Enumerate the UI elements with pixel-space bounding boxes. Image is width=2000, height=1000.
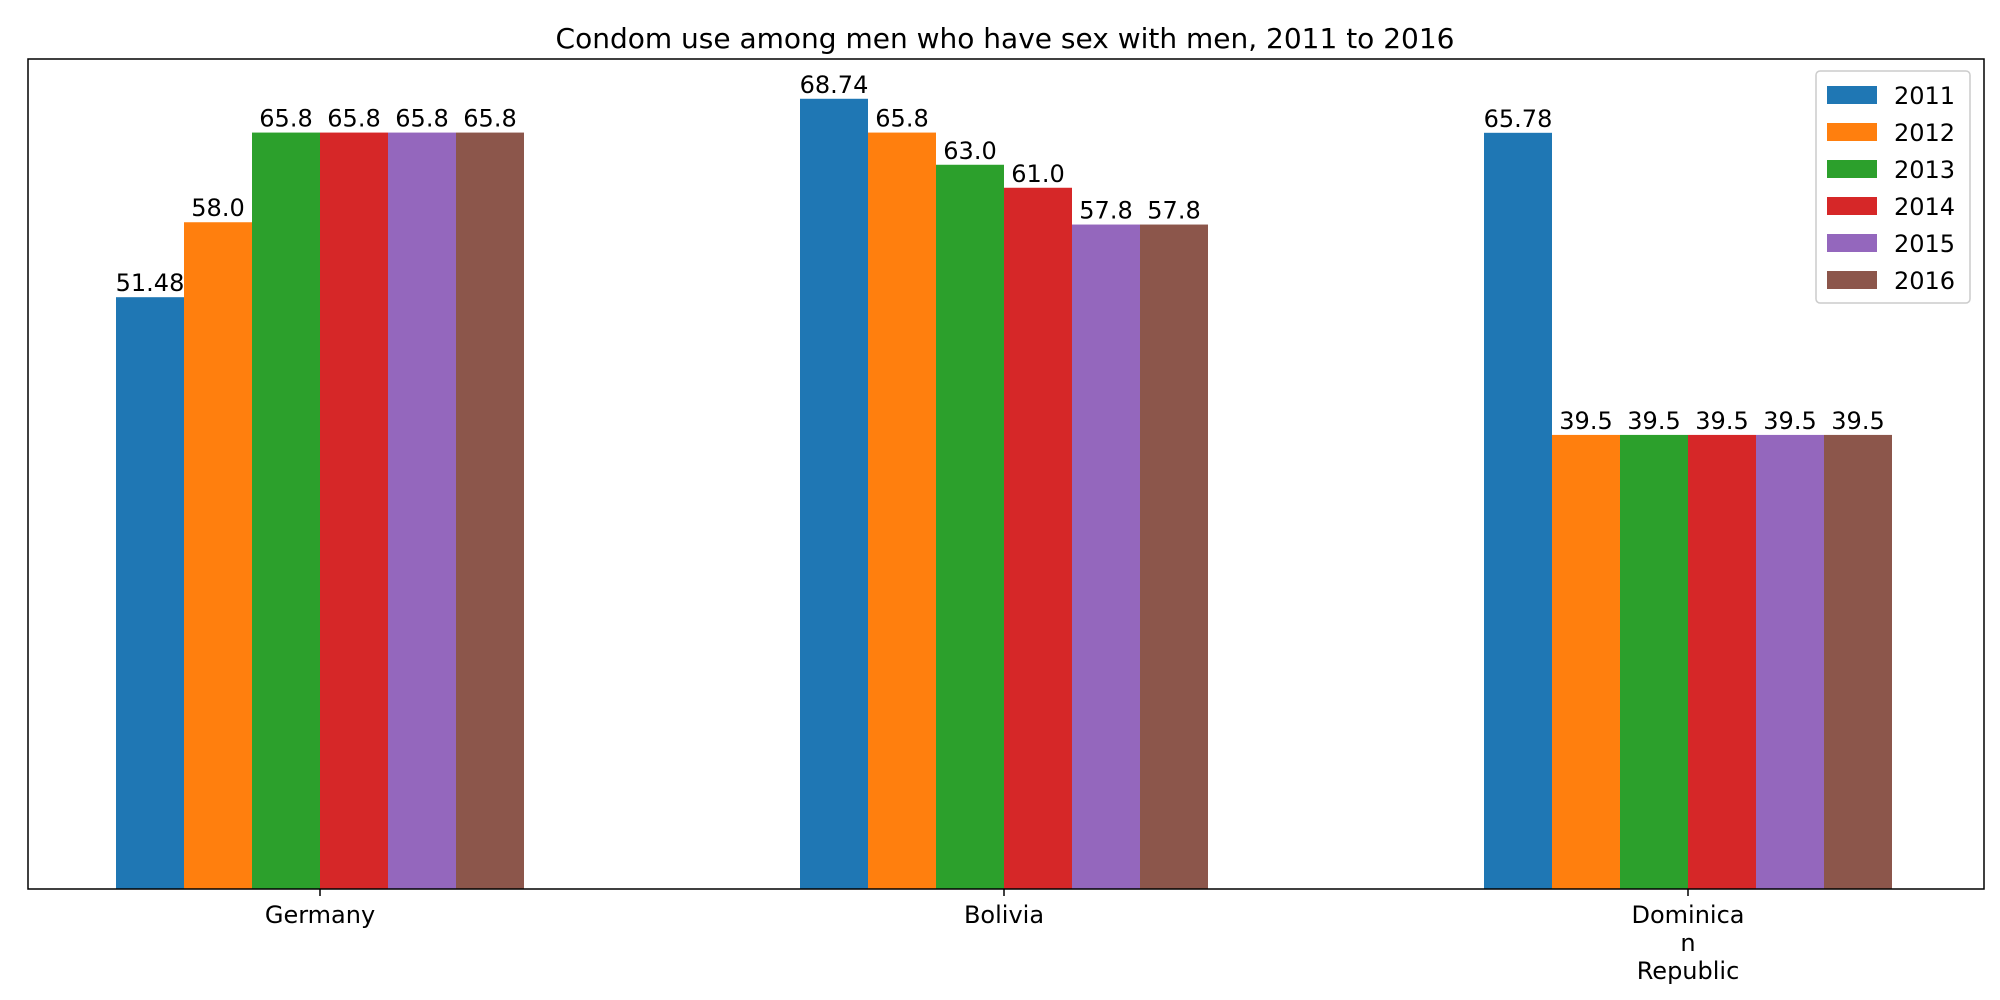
legend-label-2016: 2016 (1894, 267, 1955, 295)
bar-2013-0 (252, 132, 320, 889)
bar-2014-2 (1688, 434, 1756, 889)
x-tick-label-2: Dominica n Republic (1632, 901, 1745, 985)
plot-frame (27, 58, 1985, 890)
bar-2013-1 (936, 164, 1004, 889)
bar-label-2014-2: 39.5 (1695, 407, 1748, 435)
bar-label-2012-2: 39.5 (1559, 407, 1612, 435)
legend-swatch-2013 (1827, 160, 1877, 178)
legend-swatch-2016 (1827, 271, 1877, 289)
legend-label-2014: 2014 (1894, 193, 1955, 221)
legend-swatch-2015 (1827, 234, 1877, 252)
bar-2011-1 (800, 98, 868, 889)
bar-2016-0 (456, 132, 524, 889)
bar-label-2016-0: 65.8 (463, 105, 516, 133)
bar-2012-0 (184, 222, 252, 890)
legend-swatch-2012 (1827, 123, 1877, 141)
bars-layer (116, 98, 1892, 890)
x-axis: Germany Bolivia Dominica n Republic (265, 889, 1745, 985)
x-tick-label-0: Germany (265, 901, 375, 929)
legend-label-2011: 2011 (1894, 82, 1955, 110)
bar-2012-2 (1552, 434, 1620, 889)
bar-label-2013-1: 63.0 (943, 137, 996, 165)
bar-2014-1 (1004, 187, 1072, 889)
bar-2012-1 (868, 132, 936, 889)
bar-label-2016-1: 57.8 (1147, 197, 1200, 225)
bar-2015-0 (388, 132, 456, 889)
chart-title: Condom use among men who have sex with m… (556, 22, 1455, 55)
bar-2014-0 (320, 132, 388, 889)
bar-label-2011-1: 68.74 (800, 71, 869, 99)
bar-2015-1 (1072, 224, 1140, 889)
bar-label-2014-1: 61.0 (1011, 160, 1064, 188)
legend-label-2012: 2012 (1894, 119, 1955, 147)
legend-swatch-2014 (1827, 197, 1877, 215)
bar-label-2012-0: 58.0 (191, 194, 244, 222)
bar-2016-1 (1140, 224, 1208, 889)
bar-label-2015-1: 57.8 (1079, 197, 1132, 225)
bar-label-2011-2: 65.78 (1484, 105, 1553, 133)
bar-2011-0 (116, 297, 184, 889)
bar-2015-2 (1756, 434, 1824, 889)
x-tick-label-1: Bolivia (964, 901, 1044, 929)
bar-label-2014-0: 65.8 (327, 105, 380, 133)
bar-label-2016-2: 39.5 (1831, 407, 1884, 435)
bar-2013-2 (1620, 434, 1688, 889)
bar-label-2011-0: 51.48 (116, 269, 185, 297)
bar-2011-2 (1484, 132, 1552, 889)
legend-label-2015: 2015 (1894, 230, 1955, 258)
bar-label-2015-0: 65.8 (395, 105, 448, 133)
legend-label-2013: 2013 (1894, 156, 1955, 184)
legend-swatch-2011 (1827, 86, 1877, 104)
legend: 2011 2012 2013 2014 2015 2016 (1815, 70, 1971, 304)
bar-label-2012-1: 65.8 (875, 105, 928, 133)
bar-label-2013-2: 39.5 (1627, 407, 1680, 435)
bar-label-2013-0: 65.8 (259, 105, 312, 133)
bar-2016-2 (1824, 434, 1892, 889)
bar-label-2015-2: 39.5 (1763, 407, 1816, 435)
